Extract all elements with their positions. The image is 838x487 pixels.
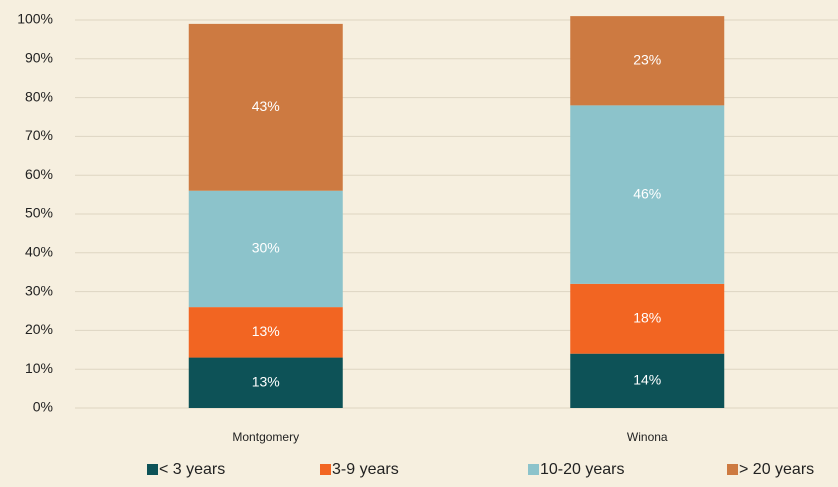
data-label: 18%	[633, 309, 661, 325]
y-tick-label: 70%	[25, 127, 53, 143]
x-tick-label: Montgomery	[232, 430, 299, 444]
y-tick-label: 0%	[33, 399, 53, 415]
bar-segment	[570, 16, 725, 106]
data-label: 23%	[633, 51, 661, 67]
bar-segment	[570, 283, 725, 354]
y-tick-label: 90%	[25, 50, 53, 66]
y-tick-label: 50%	[25, 205, 53, 221]
y-tick-label: 80%	[25, 88, 53, 104]
data-label: 14%	[633, 372, 661, 388]
bar-segment	[188, 307, 343, 358]
bar-segment	[570, 353, 725, 408]
data-label: 30%	[252, 240, 280, 256]
legend-label: < 3 years	[159, 461, 225, 478]
y-tick-label: 20%	[25, 321, 53, 337]
bar-segment	[188, 23, 343, 191]
data-label: 13%	[252, 323, 280, 339]
bar-segment	[570, 105, 725, 284]
x-tick-label: Winona	[627, 430, 668, 444]
legend-swatch	[147, 464, 158, 475]
bar-segment	[188, 357, 343, 408]
bar-segment	[188, 190, 343, 308]
y-tick-label: 30%	[25, 282, 53, 298]
legend-swatch	[528, 464, 539, 475]
y-tick-label: 60%	[25, 166, 53, 182]
y-tick-label: 100%	[17, 11, 53, 27]
legend-swatch	[320, 464, 331, 475]
y-tick-label: 10%	[25, 360, 53, 376]
data-label: 46%	[633, 185, 661, 201]
data-label: 13%	[252, 373, 280, 389]
legend-label: 10-20 years	[540, 461, 625, 478]
data-label: 43%	[252, 98, 280, 114]
legend-label: 3-9 years	[332, 461, 399, 478]
legend-label: > 20 years	[739, 461, 814, 478]
legend-swatch	[727, 464, 738, 475]
y-tick-label: 40%	[25, 244, 53, 260]
